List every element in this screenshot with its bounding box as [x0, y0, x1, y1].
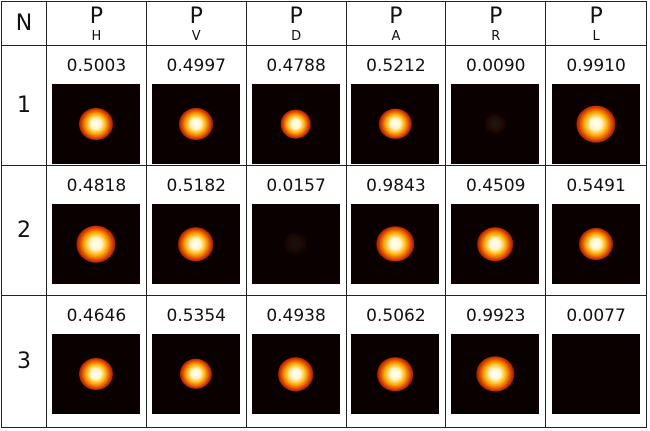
data-cell: 0.5491: [546, 166, 646, 296]
beam-image: [149, 84, 244, 164]
probability-value: 0.9910: [566, 54, 625, 78]
beam-image: [348, 84, 443, 164]
beam-spot: [576, 106, 615, 143]
beam-spot: [79, 108, 113, 140]
probability-value: 0.0157: [266, 174, 325, 198]
header-symbol: P: [190, 4, 203, 29]
beam-spot: [378, 357, 414, 391]
page: NPHPVPDPAPRPL10.50030.49970.47880.52120.…: [0, 0, 650, 431]
header-symbol: P: [389, 4, 402, 29]
beam-spot: [178, 227, 214, 261]
row-number: 3: [17, 349, 31, 374]
header-subscript: L: [592, 29, 599, 44]
row-number-cell: 3: [2, 296, 47, 427]
beam-image: [348, 204, 443, 284]
data-cell: 0.5354: [147, 296, 247, 427]
data-cell: 0.4646: [47, 296, 147, 427]
table: NPHPVPDPAPRPL10.50030.49970.47880.52120.…: [1, 1, 647, 428]
beam-spot: [477, 356, 514, 391]
beam-spot: [579, 228, 613, 260]
data-cell: 0.0157: [247, 166, 347, 296]
header-subscript: V: [192, 29, 201, 44]
beam-spot: [76, 226, 115, 263]
beam-image: [249, 334, 344, 414]
beam-image: [448, 84, 543, 164]
data-cell: 0.9910: [546, 46, 646, 166]
header-cell: N: [2, 2, 47, 46]
beam-image: [549, 334, 644, 414]
probability-value: 0.5491: [566, 174, 625, 198]
beam-image: [549, 84, 644, 164]
beam-image: [49, 204, 144, 284]
header-symbol: P: [289, 4, 302, 29]
row-number-cell: 2: [2, 166, 47, 296]
probability-value: 0.5062: [366, 304, 425, 328]
beam-spot: [284, 233, 308, 255]
row-number: 2: [17, 218, 31, 243]
header-subscript: D: [291, 29, 301, 44]
data-cell: 0.4997: [147, 46, 247, 166]
beam-spot: [377, 226, 414, 261]
probability-value: 0.0090: [466, 54, 525, 78]
probability-value: 0.0077: [566, 304, 625, 328]
probability-value: 0.4997: [167, 54, 226, 78]
beam-spot: [79, 358, 113, 390]
header-subscript: R: [491, 29, 500, 44]
beam-spot: [179, 108, 213, 140]
data-cell: 0.5212: [347, 46, 447, 166]
beam-image: [448, 204, 543, 284]
beam-spot: [278, 357, 314, 391]
beam-image: [249, 204, 344, 284]
probability-value: 0.4788: [266, 54, 325, 78]
data-cell: 0.5182: [147, 166, 247, 296]
data-cell: 0.4509: [446, 166, 546, 296]
beam-image: [49, 334, 144, 414]
probability-value: 0.9923: [466, 304, 525, 328]
beam-image: [149, 204, 244, 284]
beam-image: [448, 334, 543, 414]
probability-value: 0.5182: [167, 174, 226, 198]
beam-spot: [477, 227, 513, 261]
data-cell: 0.9843: [347, 166, 447, 296]
data-cell: 0.0077: [546, 296, 646, 427]
probability-value: 0.5003: [67, 54, 126, 78]
beam-image: [249, 84, 344, 164]
header-symbol: P: [489, 4, 502, 29]
data-cell: 0.4938: [247, 296, 347, 427]
data-cell: 0.4788: [247, 46, 347, 166]
probability-value: 0.4938: [266, 304, 325, 328]
data-cell: 0.5062: [347, 296, 447, 427]
beam-image: [549, 204, 644, 284]
header-symbol: P: [90, 4, 103, 29]
header-subscript: H: [92, 29, 102, 44]
probability-value: 0.4646: [67, 304, 126, 328]
beam-spot: [379, 109, 411, 139]
beam-image: [49, 84, 144, 164]
probability-value: 0.4509: [466, 174, 525, 198]
probability-value: 0.4818: [67, 174, 126, 198]
row-number-cell: 1: [2, 46, 47, 166]
data-cell: 0.9923: [446, 296, 546, 427]
data-cell: 0.5003: [47, 46, 147, 166]
probability-value: 0.9843: [366, 174, 425, 198]
probability-value: 0.5212: [366, 54, 425, 78]
beam-spot: [485, 114, 505, 133]
beam-spot: [180, 359, 212, 389]
beam-image: [149, 334, 244, 414]
header-subscript: A: [391, 29, 400, 44]
header-symbol: N: [16, 11, 32, 36]
data-cell: 0.4818: [47, 166, 147, 296]
beam-image: [348, 334, 443, 414]
row-number: 1: [17, 93, 31, 118]
beam-spot: [280, 110, 311, 139]
data-cell: 0.0090: [446, 46, 546, 166]
probability-value: 0.5354: [167, 304, 226, 328]
header-symbol: P: [589, 4, 602, 29]
